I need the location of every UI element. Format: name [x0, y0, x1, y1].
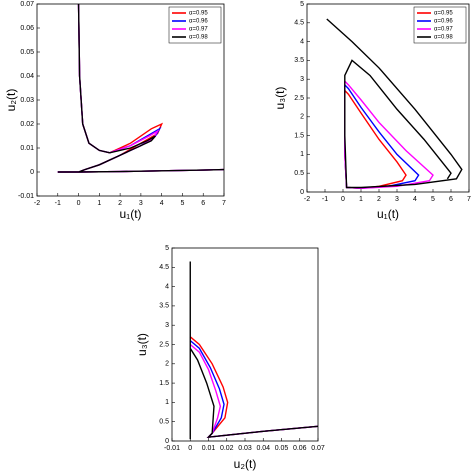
- x-tick-label: 7: [222, 200, 226, 207]
- x-tick-label: 0.06: [293, 445, 307, 452]
- legend-label: α=0.98: [189, 35, 208, 41]
- legend-label: α=0.95: [434, 11, 453, 17]
- legend-label: α=0.95: [189, 11, 208, 17]
- x-tick-label: -1: [55, 200, 61, 207]
- y-tick-label: 0.01: [20, 145, 34, 152]
- x-tick-label: 0.05: [275, 445, 289, 452]
- x-tick-label: 0: [77, 200, 81, 207]
- y-tick-label: 2: [300, 114, 304, 121]
- y-tick-label: 0.5: [294, 170, 304, 177]
- series-line: [326, 18, 463, 189]
- y-tick-label: 4: [165, 283, 169, 290]
- x-tick-label: 7: [467, 196, 471, 203]
- x-axis-label: u₂(t): [234, 457, 257, 471]
- x-tick-label: -2: [304, 196, 310, 203]
- x-tick-label: 1: [97, 200, 101, 207]
- x-tick-label: 0.03: [238, 445, 252, 452]
- series-line: [189, 336, 318, 439]
- series-line: [344, 89, 407, 189]
- y-tick-label: 1.5: [294, 132, 304, 139]
- legend-label: α=0.96: [434, 19, 453, 25]
- legend-label: α=0.98: [434, 35, 453, 41]
- y-tick-label: 0.5: [159, 419, 169, 426]
- x-tick-label: 0.01: [202, 445, 216, 452]
- y-tick-label: 0.02: [20, 121, 34, 128]
- y-tick-label: 0.05: [20, 49, 34, 56]
- x-tick-label: 3: [139, 200, 143, 207]
- y-tick-label: 1: [300, 151, 304, 158]
- x-tick-label: 6: [201, 200, 205, 207]
- y-axis-label: u₃(t): [273, 87, 287, 110]
- y-tick-label: 0: [30, 169, 34, 176]
- x-tick-label: 0.04: [256, 445, 270, 452]
- y-tick-label: 0.07: [20, 1, 34, 8]
- y-axis-label: u₂(t): [4, 89, 18, 112]
- legend-label: α=0.96: [189, 19, 208, 25]
- x-tick-label: 1: [359, 196, 363, 203]
- y-tick-label: 0.03: [20, 97, 34, 104]
- y-tick-label: 4: [300, 38, 304, 45]
- x-tick-label: -0.01: [164, 445, 180, 452]
- x-tick-label: -1: [322, 196, 328, 203]
- legend-label: α=0.97: [434, 27, 453, 33]
- x-tick-label: 5: [431, 196, 435, 203]
- x-tick-label: 2: [118, 200, 122, 207]
- y-tick-label: 3: [165, 322, 169, 329]
- y-tick-label: 4.5: [294, 20, 304, 27]
- y-tick-label: 0.06: [20, 25, 34, 32]
- x-tick-label: 4: [413, 196, 417, 203]
- y-tick-label: 0: [165, 438, 169, 445]
- y-tick-label: 5: [165, 245, 169, 252]
- y-tick-label: 2.5: [294, 95, 304, 102]
- y-tick-label: 3.5: [294, 57, 304, 64]
- y-tick-label: 1.5: [159, 380, 169, 387]
- x-tick-label: 0: [341, 196, 345, 203]
- x-tick-label: -2: [34, 200, 40, 207]
- y-tick-label: 2.5: [159, 341, 169, 348]
- x-tick-label: 0.07: [311, 445, 325, 452]
- x-axis-label: u₁(t): [377, 207, 399, 221]
- x-tick-label: 0: [188, 445, 192, 452]
- x-tick-label: 5: [180, 200, 184, 207]
- series-line: [189, 340, 318, 439]
- x-tick-label: 3: [395, 196, 399, 203]
- x-axis-label: u₁(t): [119, 207, 141, 221]
- y-tick-label: 4.5: [159, 264, 169, 271]
- x-tick-label: 4: [160, 200, 164, 207]
- y-tick-label: 2: [165, 361, 169, 368]
- x-tick-label: 0.02: [220, 445, 234, 452]
- x-tick-label: 6: [449, 196, 453, 203]
- y-tick-label: 0: [300, 189, 304, 196]
- y-axis-label: u₃(t): [135, 333, 149, 356]
- y-tick-label: -0.01: [18, 193, 34, 200]
- y-tick-label: 5: [300, 1, 304, 8]
- y-tick-label: 0.04: [20, 73, 34, 80]
- y-tick-label: 3: [300, 76, 304, 83]
- legend-label: α=0.97: [189, 27, 208, 33]
- y-tick-label: 3.5: [159, 303, 169, 310]
- y-tick-label: 1: [165, 399, 169, 406]
- series-line: [189, 261, 318, 440]
- x-tick-label: 2: [377, 196, 381, 203]
- series-line: [57, 4, 224, 173]
